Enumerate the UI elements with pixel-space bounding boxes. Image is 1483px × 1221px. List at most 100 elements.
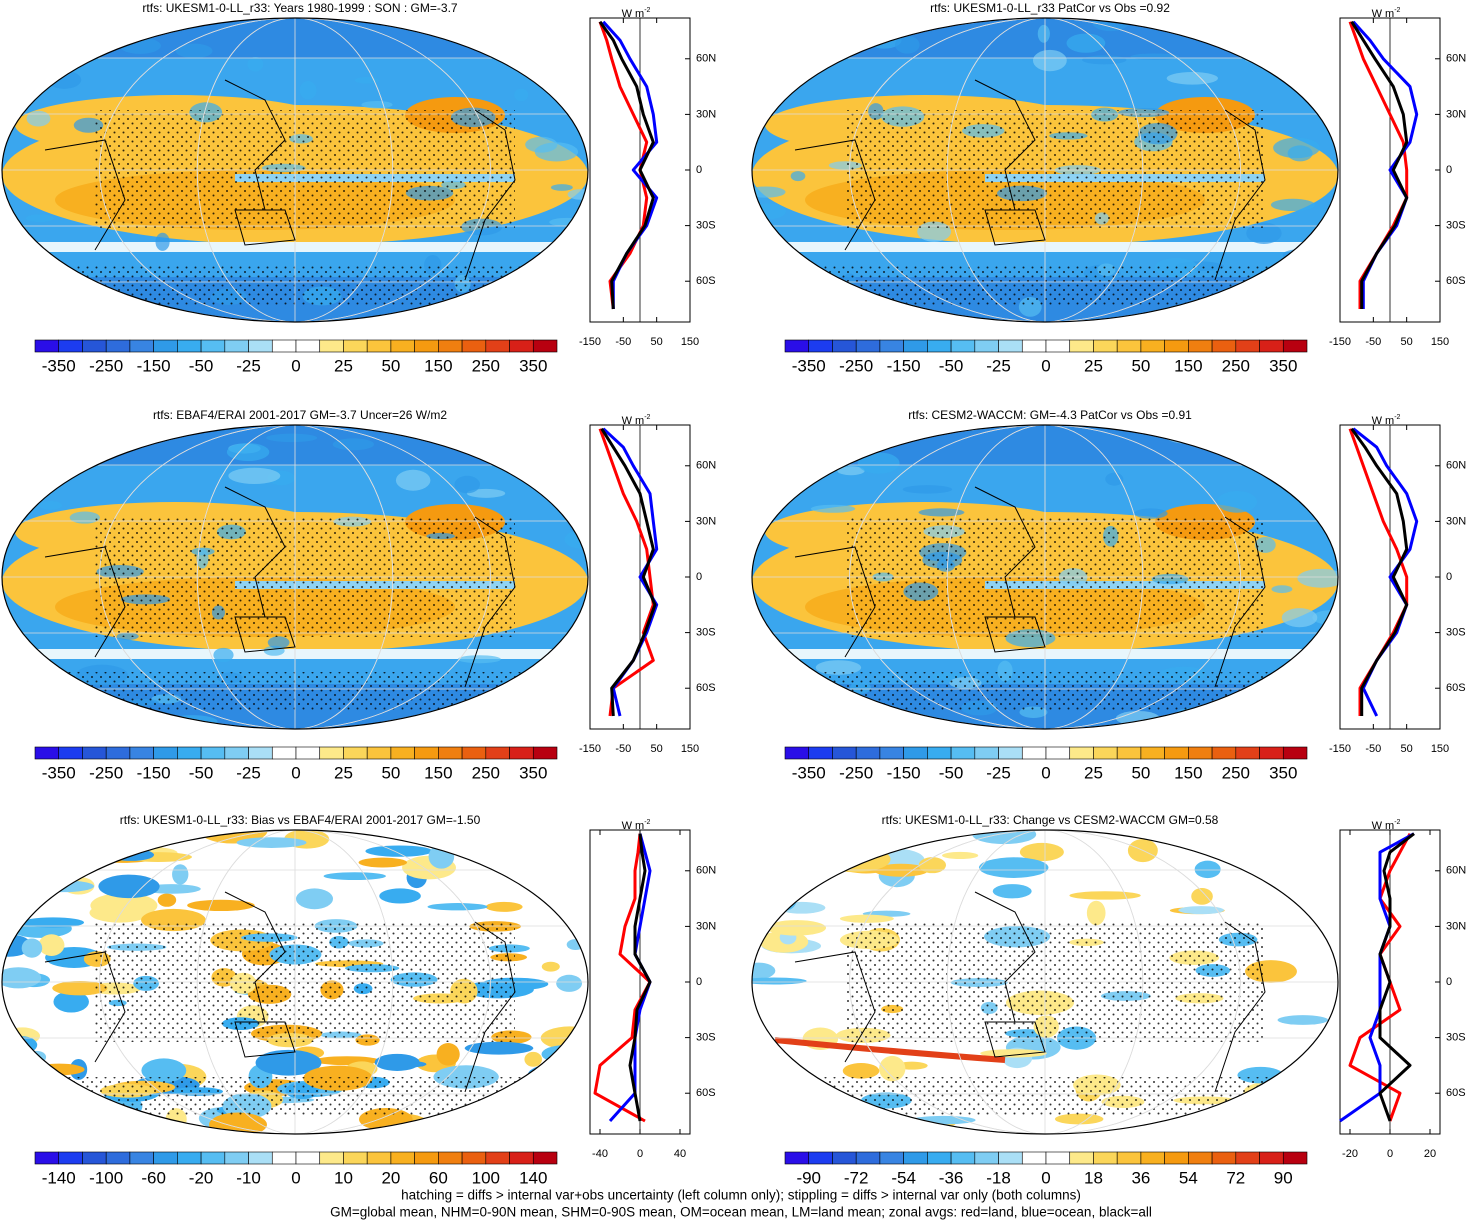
- footer-line: GM=global mean, NHM=0-90N mean, SHM=0-90…: [330, 1205, 1152, 1220]
- colorbar-box: [879, 1151, 904, 1165]
- colorbar-box: [1045, 1151, 1071, 1165]
- blob: [550, 184, 573, 191]
- blob: [52, 980, 108, 996]
- colorbar-box: [295, 1151, 321, 1165]
- colorbar-box: [34, 1151, 60, 1165]
- colorbar-label: -36: [939, 1168, 964, 1187]
- colorbar-box: [1282, 1151, 1308, 1165]
- colorbar-box: [390, 746, 415, 760]
- blob: [1105, 472, 1124, 486]
- blob: [255, 1049, 322, 1076]
- colorbar-box: [1211, 339, 1237, 353]
- colorbar-box: [34, 746, 60, 760]
- x-tick-label: -150: [579, 336, 601, 348]
- blob: [819, 846, 891, 873]
- blob: [942, 851, 979, 860]
- unit-sup: -2: [644, 819, 650, 826]
- colorbar-box: [1093, 339, 1118, 353]
- blob: [752, 962, 776, 979]
- blob: [2, 684, 19, 694]
- blob: [25, 214, 55, 222]
- blob: [90, 892, 158, 919]
- zonal-line: [1339, 832, 1415, 1123]
- colorbar-box: [485, 1151, 510, 1165]
- colorbar-box: [1045, 746, 1071, 760]
- blob: [842, 1063, 880, 1079]
- coastline: [794, 79, 1266, 281]
- y-tick-label: 60N: [1446, 460, 1466, 472]
- blob: [175, 43, 213, 59]
- colorbar-label: -25: [986, 356, 1011, 375]
- blob: [247, 57, 264, 72]
- colorbar-label: 36: [1131, 1168, 1150, 1187]
- zonal-line: [602, 20, 659, 309]
- graticule: [196, 830, 394, 1134]
- colorbar-box: [950, 1151, 976, 1165]
- blob: [837, 466, 865, 476]
- colorbar-box: [1235, 339, 1260, 353]
- y-tick-label: 0: [1446, 571, 1452, 583]
- graticule: [196, 425, 394, 729]
- blob: [850, 832, 918, 843]
- colorbar-label: -150: [137, 763, 171, 782]
- blob: [1315, 462, 1338, 472]
- x-tick-label: 20: [1424, 1148, 1436, 1160]
- unit-sup: -2: [644, 414, 650, 421]
- blob: [1297, 568, 1338, 588]
- blob: [527, 1063, 588, 1088]
- y-tick-label: 30N: [696, 108, 716, 120]
- colorbar-label: 50: [381, 763, 400, 782]
- colorbar-box: [927, 746, 952, 760]
- colorbar-box: [248, 339, 273, 353]
- colorbar-box: [319, 339, 344, 353]
- x-tick-label: 50: [1401, 743, 1413, 755]
- blob: [470, 1104, 504, 1130]
- x-tick-label: 40: [674, 1148, 686, 1160]
- colorbar-label: -150: [887, 763, 921, 782]
- map-border: [1, 17, 589, 323]
- colorbar-box: [784, 746, 810, 760]
- blob: [2, 230, 25, 248]
- blob: [21, 917, 85, 928]
- unit-sup: -2: [644, 7, 650, 14]
- blob: [266, 433, 318, 443]
- blob: [564, 530, 588, 549]
- blob: [513, 714, 539, 722]
- panel-title: rtfs: UKESM1-0-LL_r33: Bias vs EBAF4/ERA…: [120, 813, 481, 827]
- map-border: [751, 829, 1339, 1135]
- footer-line: hatching = diffs > internal var+obs unce…: [401, 1188, 1081, 1203]
- colorbar-box: [1282, 339, 1308, 353]
- colorbar-label: 0: [1041, 763, 1050, 782]
- colorbar-label: -100: [89, 1168, 123, 1187]
- colorbar-box: [1116, 339, 1142, 353]
- coastline: [794, 486, 1266, 688]
- colorbar-label: 350: [519, 763, 547, 782]
- x-tick-label: -150: [1329, 743, 1351, 755]
- y-tick-label: 30S: [696, 1032, 716, 1044]
- blob: [12, 261, 37, 282]
- colorbar-label: 25: [334, 763, 353, 782]
- colorbar-label: 60: [429, 1168, 448, 1187]
- blob: [98, 874, 160, 899]
- colorbar-box: [461, 746, 487, 760]
- colorbar-box: [1140, 746, 1165, 760]
- map-field: [2, 18, 588, 322]
- blob: [33, 1063, 85, 1076]
- blob: [752, 894, 769, 906]
- blob: [849, 429, 873, 438]
- colorbar-box: [414, 339, 439, 353]
- blob: [531, 888, 588, 897]
- blob: [76, 307, 116, 322]
- colorbar-box: [1211, 1151, 1237, 1165]
- colorbar-label: -250: [89, 763, 123, 782]
- map-border: [1, 829, 589, 1135]
- blob: [980, 1049, 1047, 1058]
- y-tick-label: 60S: [1446, 1087, 1466, 1099]
- blob: [141, 1058, 187, 1083]
- colorbar-box: [224, 746, 249, 760]
- unit-label: W m-2: [1372, 819, 1401, 832]
- unit-sup: -2: [1394, 819, 1400, 826]
- blob: [752, 203, 786, 220]
- map: [1, 829, 589, 1135]
